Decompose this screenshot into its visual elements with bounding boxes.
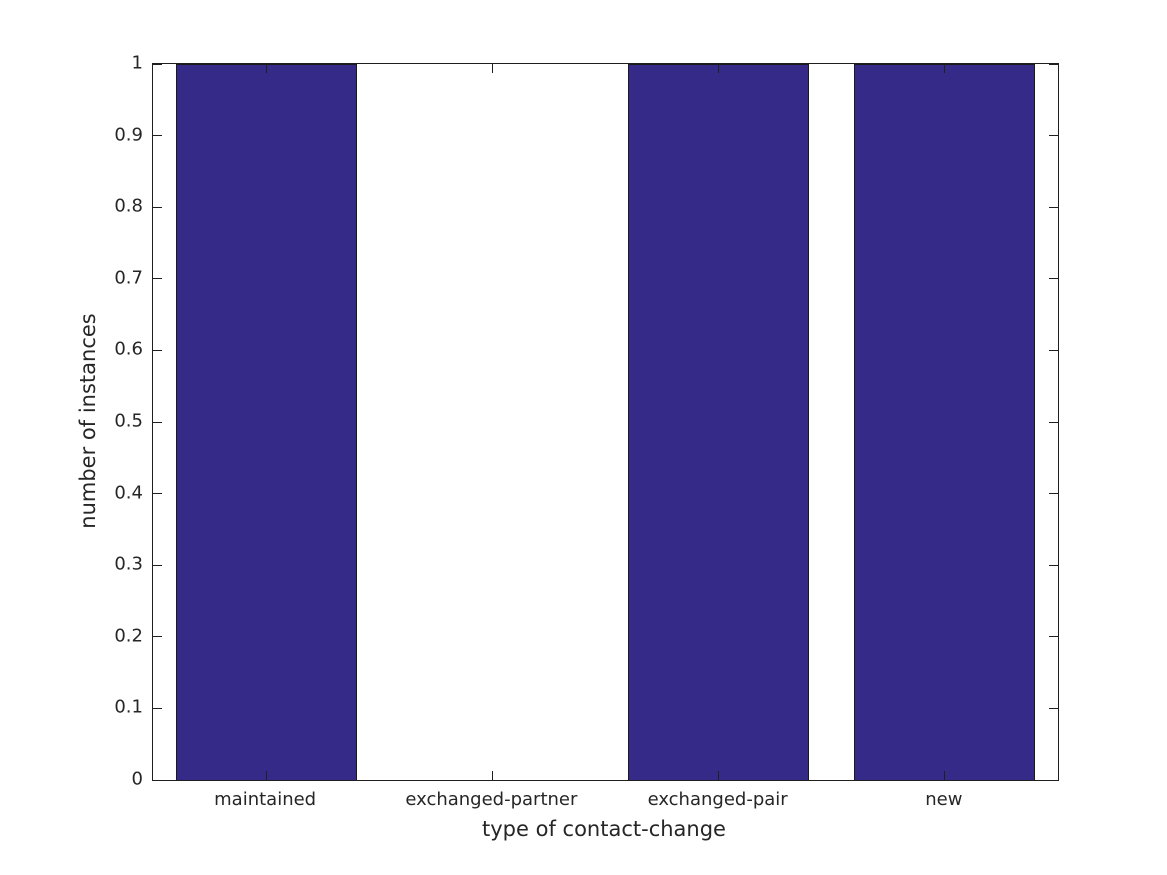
x-tick-label-exchanged-pair: exchanged-pair <box>647 789 788 810</box>
y-tick-label: 0.7 <box>114 267 143 289</box>
x-tick-mark <box>491 64 493 73</box>
x-tick-mark <box>944 64 946 73</box>
y-tick-label: 1 <box>131 52 143 74</box>
y-tick-mark <box>1049 421 1058 423</box>
y-tick-mark <box>1049 349 1058 351</box>
x-tick-label-new: new <box>925 789 963 810</box>
x-tick-mark <box>265 771 267 780</box>
y-tick-mark <box>1049 206 1058 208</box>
y-tick-mark <box>153 206 162 208</box>
y-tick-label: 0.4 <box>114 482 143 504</box>
y-tick-mark <box>1049 564 1058 566</box>
x-tick-label-maintained: maintained <box>214 789 317 810</box>
y-tick-mark <box>153 707 162 709</box>
bar-exchanged-pair <box>628 64 810 780</box>
x-tick-mark <box>491 771 493 780</box>
y-tick-mark <box>1049 64 1058 65</box>
y-tick-mark <box>1049 493 1058 495</box>
plot-area <box>152 63 1059 781</box>
y-tick-mark <box>153 421 162 423</box>
y-tick-mark <box>1049 707 1058 709</box>
y-tick-label: 0.2 <box>114 625 143 647</box>
y-tick-mark <box>153 779 162 781</box>
y-tick-mark <box>153 493 162 495</box>
bar-new <box>854 64 1036 780</box>
x-tick-mark <box>944 771 946 780</box>
y-tick-mark <box>1049 636 1058 638</box>
bar-maintained <box>175 64 357 780</box>
y-tick-mark <box>153 278 162 280</box>
y-tick-label: 0.3 <box>114 553 143 575</box>
x-tick-mark <box>718 771 720 780</box>
y-tick-mark <box>153 349 162 351</box>
x-tick-label-exchanged-partner: exchanged-partner <box>405 789 578 810</box>
y-tick-mark <box>1049 278 1058 280</box>
y-tick-mark <box>153 636 162 638</box>
y-tick-label: 0.9 <box>114 124 143 146</box>
y-tick-mark <box>1049 779 1058 781</box>
x-tick-mark <box>718 64 720 73</box>
y-tick-mark <box>153 135 162 137</box>
y-tick-mark <box>1049 135 1058 137</box>
x-axis-label: type of contact-change <box>482 817 726 841</box>
y-tick-mark <box>153 564 162 566</box>
y-tick-label: 0.6 <box>114 338 143 360</box>
y-tick-label: 0 <box>131 768 143 790</box>
y-tick-label: 0.5 <box>114 410 143 432</box>
y-tick-label: 0.8 <box>114 195 143 217</box>
y-tick-label: 0.1 <box>114 696 143 718</box>
y-tick-mark <box>153 64 162 65</box>
y-axis-label: number of instances <box>76 313 100 529</box>
x-tick-mark <box>265 64 267 73</box>
